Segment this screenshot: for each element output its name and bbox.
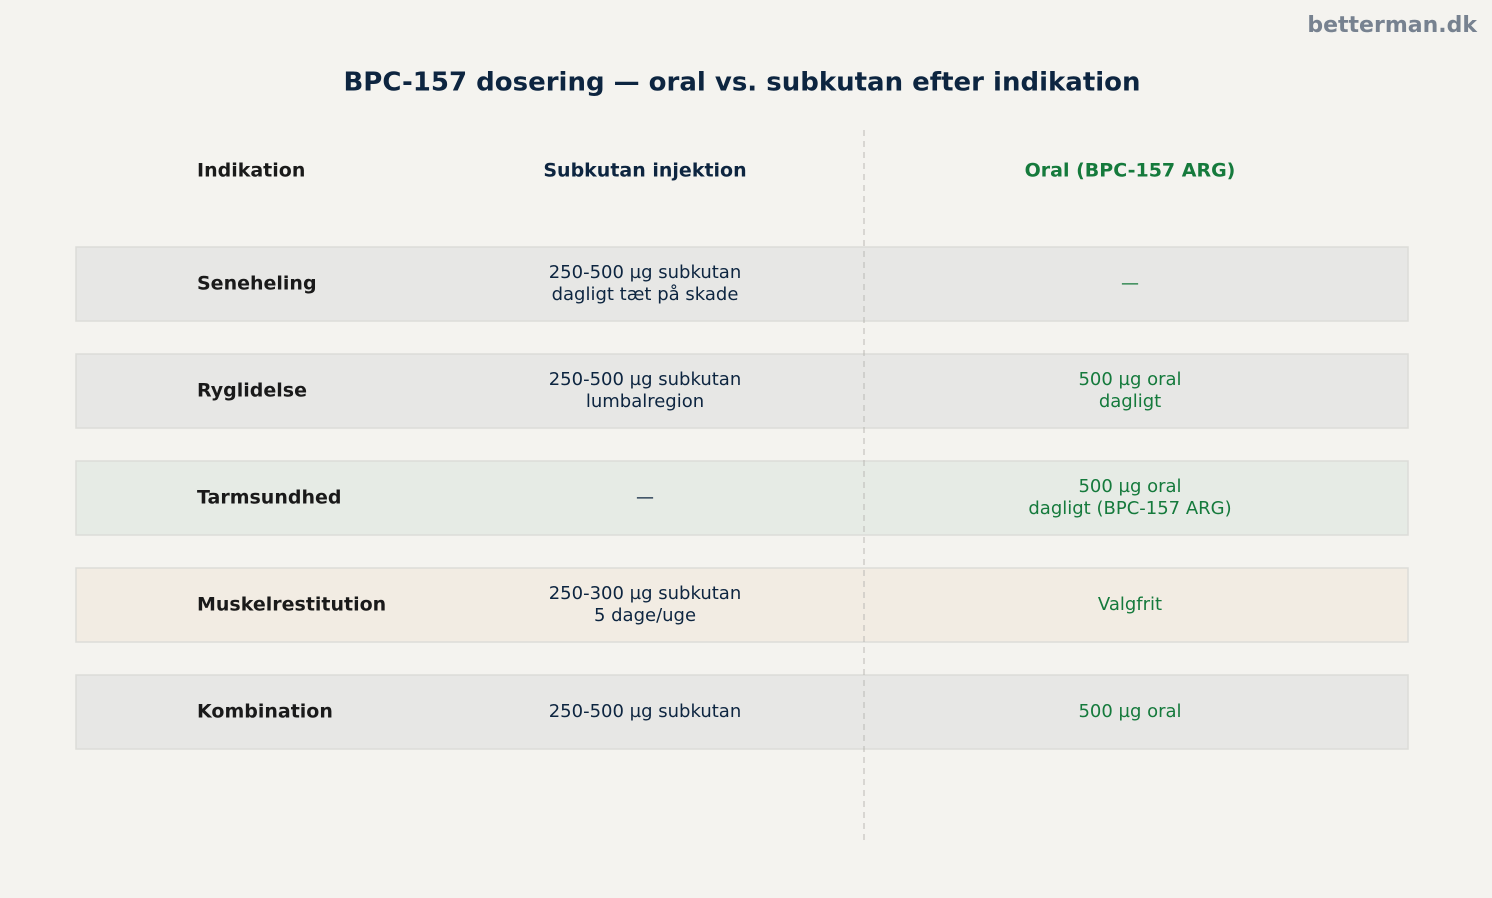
cell-text: — [636, 487, 654, 508]
row-label: Muskelrestitution [197, 594, 386, 616]
column-header: Subkutan injektion [543, 160, 746, 182]
cell-text: dagligt [1099, 391, 1161, 412]
watermark: betterman.dk [1307, 13, 1478, 38]
cell-text: 250-500 µg subkutan [549, 701, 742, 722]
cell-text: 250-500 µg subkutan [549, 369, 742, 390]
cell-text: dagligt (BPC-157 ARG) [1028, 498, 1231, 519]
cell-text: — [1121, 273, 1139, 294]
cell-text: 500 µg oral [1078, 476, 1181, 497]
cell-text: 250-300 µg subkutan [549, 583, 742, 604]
row-label: Seneheling [197, 273, 317, 295]
row-label: Tarmsundhed [197, 487, 341, 509]
cell-text: 500 µg oral [1078, 369, 1181, 390]
row-background [75, 460, 1409, 536]
row-background [75, 246, 1409, 322]
cell-text: 250-500 µg subkutan [549, 262, 742, 283]
row-label: Kombination [197, 701, 333, 723]
row-background [75, 353, 1409, 429]
column-header: Oral (BPC-157 ARG) [1025, 160, 1236, 182]
cell-text: 5 dage/uge [594, 605, 696, 626]
column-header: Indikation [197, 160, 305, 182]
row-background [75, 567, 1409, 643]
row-background [75, 674, 1409, 750]
row-label: Ryglidelse [197, 380, 307, 402]
title: BPC-157 dosering — oral vs. subkutan eft… [343, 68, 1140, 98]
cell-text: dagligt tæt på skade [552, 284, 739, 305]
cell-text: 500 µg oral [1078, 701, 1181, 722]
cell-text: Valgfrit [1098, 594, 1162, 615]
cell-text: lumbalregion [586, 391, 704, 412]
